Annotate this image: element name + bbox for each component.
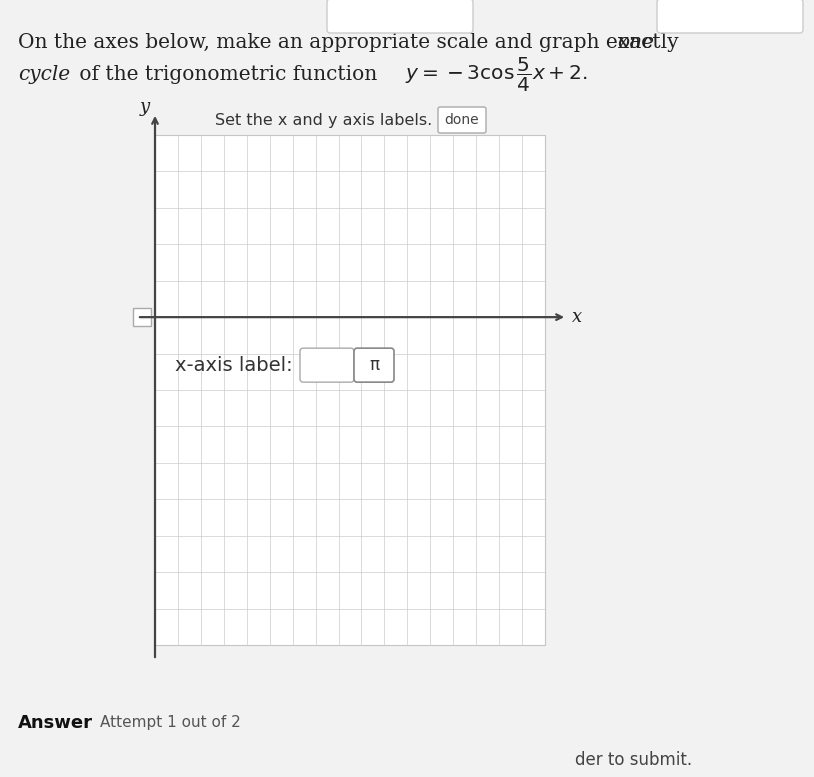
FancyBboxPatch shape: [354, 348, 394, 382]
Text: x-axis label:: x-axis label:: [175, 356, 292, 375]
Text: Answer: Answer: [18, 714, 93, 732]
Text: der to submit.: der to submit.: [575, 751, 692, 769]
FancyBboxPatch shape: [657, 0, 803, 33]
FancyBboxPatch shape: [438, 107, 486, 133]
Text: Attempt 1 out of 2: Attempt 1 out of 2: [100, 716, 241, 730]
Text: cycle: cycle: [18, 65, 70, 85]
Text: $y = -3\cos\dfrac{5}{4}x + 2.$: $y = -3\cos\dfrac{5}{4}x + 2.$: [405, 56, 588, 94]
Bar: [155, 135, 545, 645]
Text: π: π: [369, 356, 379, 375]
FancyBboxPatch shape: [327, 0, 473, 33]
Text: x: x: [572, 308, 582, 326]
Bar: [133, 308, 151, 326]
Text: On the axes below, make an appropriate scale and graph exactly: On the axes below, make an appropriate s…: [18, 33, 685, 53]
Text: y: y: [140, 98, 150, 116]
Text: of the trigonometric function: of the trigonometric function: [73, 65, 383, 85]
Text: Set the x and y axis labels.: Set the x and y axis labels.: [215, 113, 432, 127]
Text: one: one: [617, 33, 654, 53]
Text: done: done: [444, 113, 479, 127]
FancyBboxPatch shape: [300, 348, 354, 382]
